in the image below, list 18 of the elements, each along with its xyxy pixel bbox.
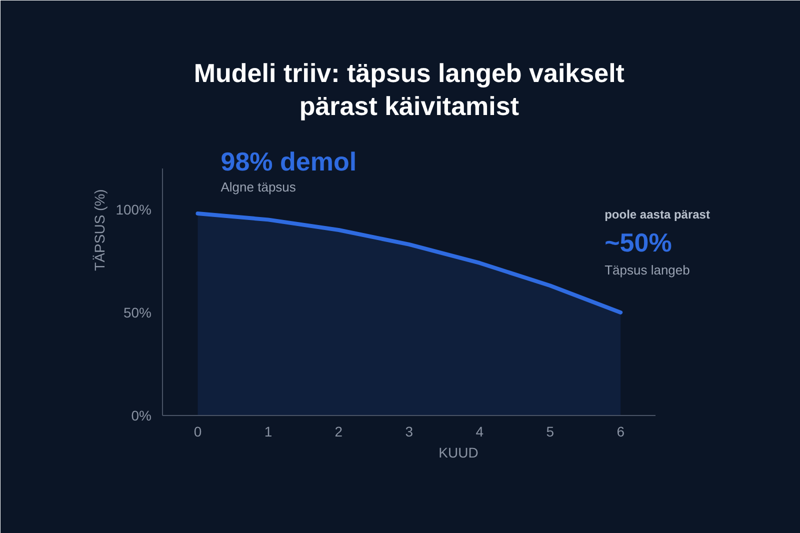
x-tick-label: 5 <box>546 424 554 440</box>
x-tick-label: 3 <box>405 424 414 440</box>
y-axis-title: TÄPSUS (%) <box>92 189 108 271</box>
annotation: poole aasta pärast <box>604 207 710 222</box>
x-tick-label: 6 <box>616 424 625 440</box>
x-axis-title: KUUD <box>438 444 478 460</box>
x-tick-label: 4 <box>476 424 484 440</box>
y-tick-label: 50% <box>123 304 152 320</box>
chart-title: Mudeli triiv: täpsus langeb vaikselt pärast käivitamist <box>194 58 625 122</box>
annotation: Algne täpsus <box>220 180 296 195</box>
y-tick-label: 0% <box>131 408 152 424</box>
x-tick-label: 2 <box>334 424 343 440</box>
x-tick-label: 1 <box>264 424 272 440</box>
annotation: Täpsus langeb <box>604 262 690 278</box>
annotation: ~50% <box>604 227 672 258</box>
x-tick-label: 0 <box>194 424 202 440</box>
y-tick-label: 100% <box>116 201 152 218</box>
annotation: 98% demol <box>220 146 357 177</box>
